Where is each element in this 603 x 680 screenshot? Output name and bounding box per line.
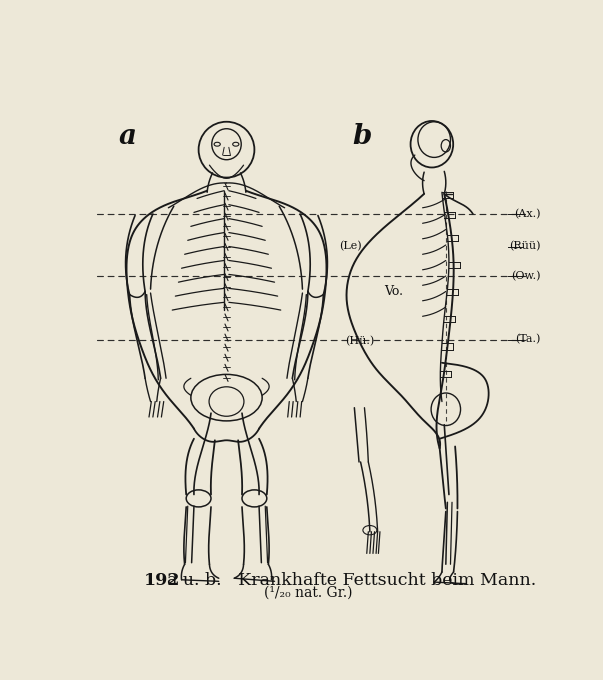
Text: (Le): (Le)	[339, 241, 362, 252]
Text: 192: 192	[144, 572, 180, 589]
Text: (Ax.): (Ax.)	[514, 209, 540, 219]
Text: (¹/₂₀ nat. Gr.): (¹/₂₀ nat. Gr.)	[264, 586, 353, 600]
Text: b: b	[352, 122, 372, 150]
Text: a: a	[119, 122, 137, 150]
Text: (Ow.): (Ow.)	[511, 271, 540, 281]
Text: (Rüü): (Rüü)	[509, 241, 540, 252]
Text: (Ta.): (Ta.)	[515, 335, 540, 345]
Text: (Hü.): (Hü.)	[345, 336, 374, 346]
Text: a u. b.   Krankhafte Fettsucht beim Mann.: a u. b. Krankhafte Fettsucht beim Mann.	[167, 572, 536, 589]
Text: Vo.: Vo.	[384, 285, 403, 298]
